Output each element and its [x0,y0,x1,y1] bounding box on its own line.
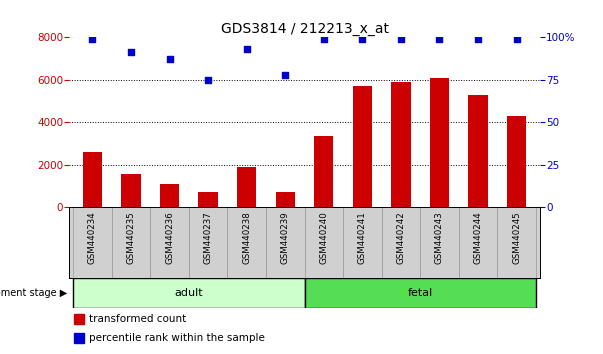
Bar [74,333,84,343]
Text: GSM440239: GSM440239 [281,211,289,264]
Bar [343,207,382,278]
Bar [227,207,266,278]
Bar [83,152,102,207]
Text: adult: adult [174,288,203,298]
Point [203,77,213,82]
Bar [73,207,112,278]
Point [126,50,136,55]
Bar [74,314,84,324]
Point [242,46,251,52]
Bar [420,207,459,278]
Point [512,36,522,42]
Bar [160,184,179,207]
Bar [305,278,536,308]
Point [435,36,444,42]
Bar [112,207,150,278]
Bar [430,78,449,207]
Text: GSM440245: GSM440245 [512,211,521,264]
Bar [391,82,411,207]
Bar [276,192,295,207]
Bar [189,207,227,278]
Bar [198,192,218,207]
Text: GSM440242: GSM440242 [396,211,405,264]
Point [358,36,367,42]
Text: fetal: fetal [408,288,433,298]
Text: GSM440240: GSM440240 [320,211,328,264]
Text: percentile rank within the sample: percentile rank within the sample [89,333,265,343]
Text: GSM440235: GSM440235 [127,211,136,264]
Bar [507,116,526,207]
Bar [459,207,497,278]
Bar [305,207,343,278]
Text: GSM440234: GSM440234 [88,211,97,264]
Point [165,56,174,62]
Title: GDS3814 / 212213_x_at: GDS3814 / 212213_x_at [221,22,388,36]
Bar [121,174,140,207]
Bar [497,207,536,278]
Text: GSM440243: GSM440243 [435,211,444,264]
Bar [469,95,488,207]
Point [280,72,290,78]
Text: transformed count: transformed count [89,314,186,324]
Point [473,36,483,42]
Text: GSM440238: GSM440238 [242,211,251,264]
Bar [314,136,333,207]
Point [396,36,406,42]
Point [319,36,329,42]
Text: GSM440237: GSM440237 [204,211,213,264]
Text: GSM440241: GSM440241 [358,211,367,264]
Bar [73,278,305,308]
Text: development stage ▶: development stage ▶ [0,288,68,298]
Bar [266,207,305,278]
Text: GSM440244: GSM440244 [473,211,482,264]
Bar [237,167,256,207]
Bar [150,207,189,278]
Text: GSM440236: GSM440236 [165,211,174,264]
Bar [353,86,372,207]
Bar [382,207,420,278]
Point [87,36,97,42]
